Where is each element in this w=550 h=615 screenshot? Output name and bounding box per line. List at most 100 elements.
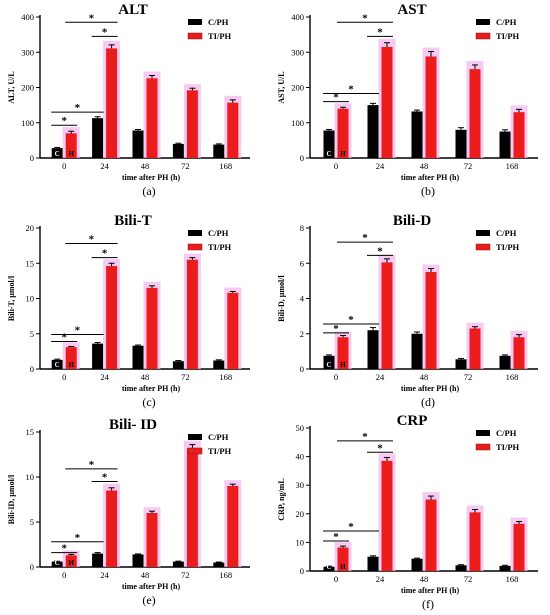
y-tick-label: 0	[300, 566, 304, 576]
y-tick-label: 300	[21, 47, 34, 57]
bar-tiph	[146, 78, 158, 158]
significance-star: *	[89, 234, 95, 246]
bar-cph	[499, 355, 511, 369]
x-tick-label: 72	[464, 372, 473, 382]
bar-tiph	[469, 328, 481, 369]
bar-tiph	[513, 112, 525, 158]
y-axis-label: Bili-T, µmol/l	[7, 275, 16, 321]
y-tick-label: 0	[30, 562, 34, 572]
y-tick-label: 6	[300, 258, 304, 268]
y-tick-label: 100	[291, 118, 304, 128]
bar-letter-h: H	[68, 361, 74, 369]
significance-star: *	[61, 115, 67, 127]
legend-label-tiph: TI/PH	[208, 31, 232, 41]
legend-swatch-cph	[188, 230, 202, 236]
bar-cph	[172, 561, 184, 567]
bar-cph	[92, 343, 104, 369]
significance-star: *	[89, 12, 95, 24]
x-axis-label: time after PH (h)	[122, 582, 181, 591]
x-tick-label: 24	[376, 372, 385, 382]
bar-tiph	[513, 523, 525, 571]
chart-title: CRP	[397, 413, 428, 429]
bar-tiph	[106, 490, 118, 567]
x-tick-label: 168	[506, 574, 519, 584]
bar-tiph	[337, 547, 349, 571]
bar-cph	[323, 130, 335, 158]
panel-caption: (d)	[421, 395, 435, 409]
bar-cph	[367, 556, 379, 571]
chart-title: Bili-D	[393, 213, 432, 229]
bar-cph	[51, 561, 63, 567]
bar-tiph	[337, 108, 349, 158]
x-tick-label: 72	[464, 161, 473, 171]
panel-caption: (c)	[142, 395, 155, 409]
x-axis-label: time after PH (h)	[122, 173, 181, 182]
x-tick-label: 48	[141, 372, 150, 382]
bar-cph	[455, 359, 467, 369]
bar-tiph	[106, 48, 118, 159]
bar-letter-c: C	[55, 361, 60, 369]
bar-letter-h: H	[340, 361, 346, 369]
chart-title: AST	[397, 2, 426, 18]
x-tick-label: 168	[219, 161, 232, 171]
bar-cph	[132, 130, 144, 158]
bar-tiph	[227, 292, 239, 369]
bar-cph	[411, 333, 423, 369]
legend-swatch-cph	[476, 230, 490, 236]
significance-star: *	[348, 83, 354, 95]
x-tick-label: 0	[334, 574, 338, 584]
y-tick-label: 400	[21, 12, 34, 22]
bar-cph	[455, 565, 467, 571]
bar-cph	[213, 144, 225, 158]
bar-letter-c: C	[326, 150, 331, 158]
x-axis-label: time after PH (h)	[401, 173, 460, 182]
x-tick-label: 72	[464, 574, 473, 584]
legend-label-cph: C/PH	[496, 228, 517, 238]
x-tick-label: 168	[219, 570, 232, 580]
legend-label-cph: C/PH	[208, 17, 229, 27]
bar-tiph	[227, 486, 239, 567]
bar-cph	[51, 148, 63, 158]
legend-label-cph: C/PH	[208, 432, 229, 442]
bar-tiph	[146, 287, 158, 369]
legend-label-tiph: TI/PH	[208, 242, 232, 252]
y-tick-label: 0	[30, 153, 34, 163]
significance-star: *	[75, 532, 81, 544]
bar-tiph	[425, 272, 437, 369]
bar-tiph	[425, 499, 437, 571]
significance-star: *	[348, 314, 354, 326]
y-tick-label: 10	[26, 294, 35, 304]
x-tick-label: 24	[100, 570, 109, 580]
y-tick-label: 40	[296, 452, 305, 462]
significance-star: *	[61, 543, 67, 555]
x-tick-label: 72	[181, 570, 190, 580]
x-tick-label: 168	[506, 161, 519, 171]
bar-cph	[172, 143, 184, 158]
chart-panel-2: 0 100 200 300 400 0 24 48 72 168 C H * * * * AST C/PH TI/P…	[277, 2, 538, 198]
x-tick-label: 0	[62, 570, 66, 580]
panel-caption: (b)	[421, 184, 435, 198]
y-tick-label: 0	[30, 364, 34, 374]
y-tick-label: 10	[26, 472, 35, 482]
bar-letter-h: H	[68, 150, 74, 158]
significance-star: *	[377, 245, 383, 257]
y-tick-label: 15	[26, 258, 35, 268]
bar-cph	[92, 118, 104, 158]
panel-caption: (e)	[142, 593, 155, 607]
y-tick-label: 200	[21, 83, 34, 93]
y-tick-label: 5	[30, 517, 34, 527]
x-tick-label: 48	[141, 570, 150, 580]
bar-cph	[411, 111, 423, 158]
significance-star: *	[333, 531, 339, 543]
chart-panel-6: 0 10 20 30 40 50 0 24 48 72 168 C H * * * * CRP C/PH TI/PH C…	[277, 413, 538, 611]
x-axis-label: time after PH (h)	[401, 384, 460, 393]
bar-tiph	[186, 259, 198, 369]
legend-label-tiph: TI/PH	[496, 242, 520, 252]
bar-cph	[367, 330, 379, 369]
legend-label-cph: C/PH	[496, 428, 517, 438]
x-tick-label: 24	[376, 161, 385, 171]
significance-star: *	[75, 324, 81, 336]
chart-panel-3: 0 5 10 15 20 0 24 48 72 168 C H * * * * Bili-T C/PH TI/PH B…	[7, 213, 250, 409]
x-tick-label: 168	[219, 372, 232, 382]
significance-star: *	[89, 459, 95, 471]
